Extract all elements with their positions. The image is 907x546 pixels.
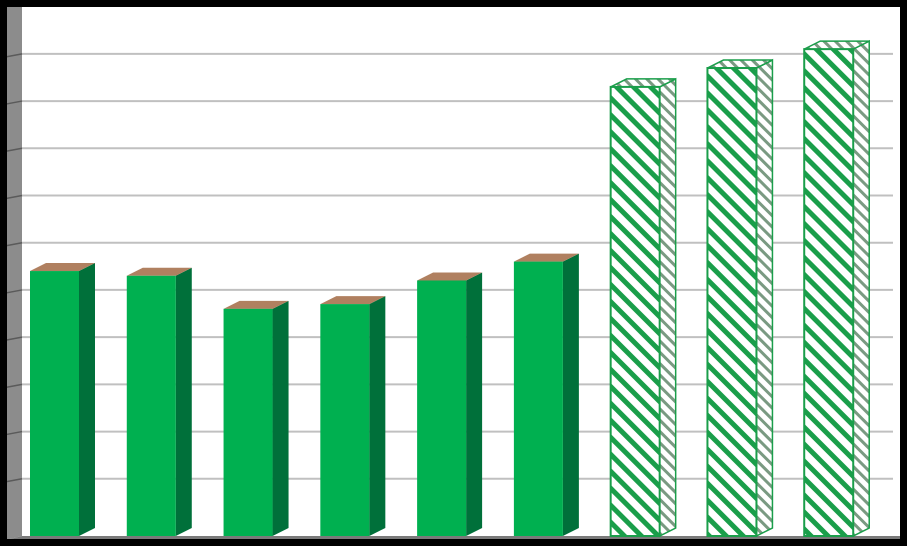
bar-side-face [79, 263, 95, 536]
bar-side-face [466, 272, 483, 536]
bar-front-face [223, 308, 273, 536]
bar-front-face [417, 280, 467, 536]
bar-side-face [272, 300, 289, 536]
bar-top-face [30, 263, 95, 272]
bar-front-face [706, 67, 758, 537]
bar-front-face [609, 85, 661, 538]
gridline-wall-tick [5, 241, 23, 247]
bar-top-face [223, 300, 289, 309]
bar [513, 253, 579, 536]
bar [223, 300, 289, 536]
bar-side-face [369, 296, 386, 536]
bar [417, 272, 483, 536]
gridline-wall-tick [5, 147, 23, 153]
bar [706, 58, 774, 538]
bar-top-face [513, 253, 579, 262]
gridline-wall-tick [5, 100, 23, 105]
bar [609, 77, 677, 538]
bar-side-face [755, 58, 774, 538]
bar-top-face [417, 272, 483, 281]
gridline-wall-tick [5, 53, 23, 58]
side-wall [6, 6, 22, 540]
gridline-wall-tick [5, 430, 23, 436]
bar-side-face [562, 253, 579, 536]
bar-side-face [852, 39, 870, 538]
gridline-wall-tick [5, 383, 23, 389]
bar [320, 296, 386, 536]
bar-front-face [320, 304, 370, 536]
bar [803, 39, 870, 538]
bar-front-face [513, 261, 563, 536]
bar-side-face [175, 267, 192, 536]
gridline-wall-tick [5, 289, 23, 294]
bar [126, 267, 192, 536]
bar-front-face [30, 271, 79, 536]
bar-top-face [320, 296, 386, 305]
bar-side-face [658, 77, 677, 538]
outer-border [5, 5, 902, 541]
gridline-wall-tick [5, 336, 23, 341]
gridline-wall-tick [5, 478, 23, 483]
bar [30, 263, 95, 536]
bar-front-face [803, 48, 855, 537]
bar-top-face [126, 267, 192, 276]
bar-front-face [126, 275, 176, 536]
gridline-wall-tick [5, 194, 23, 200]
